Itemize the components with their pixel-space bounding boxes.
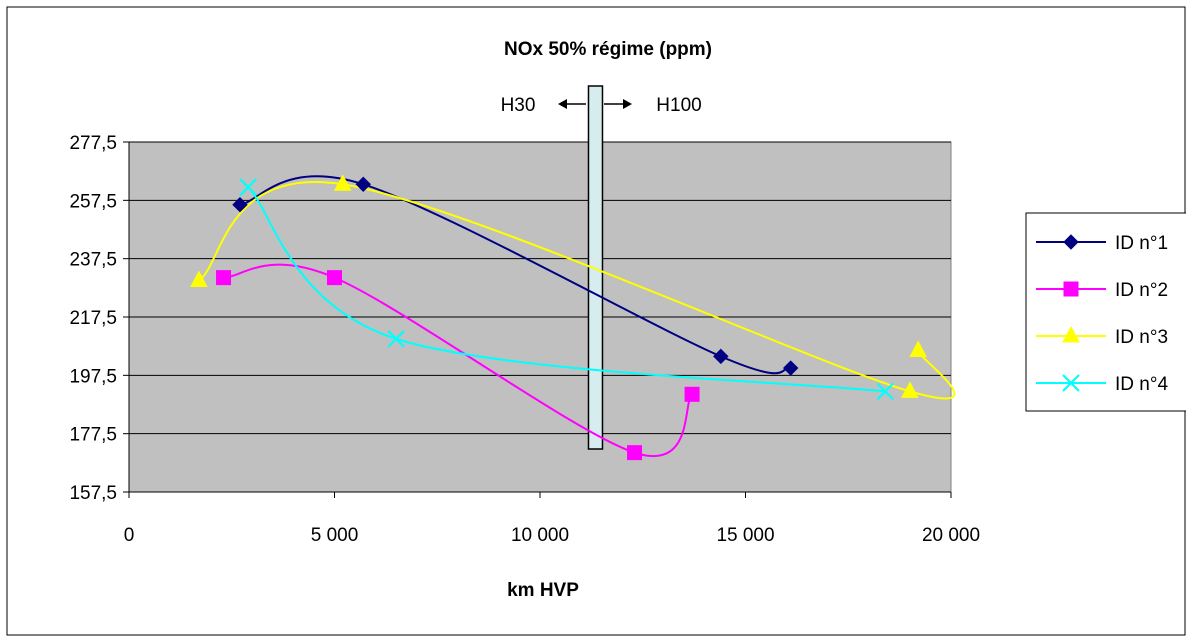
legend-label: ID n°4	[1115, 374, 1168, 395]
data-point-series-3	[190, 270, 208, 288]
x-axis-label: km HVP	[507, 580, 579, 601]
plot-area	[128, 85, 956, 493]
y-tick-label: 197,5	[69, 366, 117, 387]
data-point-series-4	[387, 330, 405, 348]
legend-swatch-marker	[1063, 281, 1079, 297]
h100-label: H100	[656, 95, 701, 116]
divider-bar	[587, 85, 604, 450]
data-point-series-3	[901, 381, 919, 398]
y-axis-ticks: 157,5 177,5 197,5 217,5 237,5 257,5 277,5	[69, 133, 129, 504]
y-tick-label: 157,5	[69, 483, 117, 504]
series-line-3	[198, 181, 956, 400]
y-tick-label: 257,5	[69, 191, 117, 212]
data-point-series-3	[333, 174, 352, 191]
data-point-series-1	[232, 197, 248, 213]
x-tick-label: 20 000	[922, 525, 980, 546]
data-point-series-1	[355, 176, 371, 192]
series-line-4	[247, 186, 886, 393]
gridlines	[129, 141, 951, 435]
data-point-series-4	[876, 382, 895, 401]
legend-label: ID n°1	[1115, 233, 1168, 254]
data-point-series-4	[239, 178, 257, 196]
y-tick-label: 277,5	[69, 133, 117, 154]
x-axis-ticks: 0 5 000 10 000 15 000 20 000	[124, 492, 980, 546]
x-tick-label: 5 000	[311, 525, 359, 546]
chart-title: NOx 50% régime (ppm)	[504, 39, 712, 60]
data-point-series-3	[909, 340, 927, 358]
data-point-series-1	[783, 360, 799, 376]
x-tick-label: 0	[124, 525, 135, 546]
data-point-series-2	[684, 386, 700, 402]
x-tick-label: 10 000	[511, 525, 569, 546]
series-markers	[190, 174, 927, 461]
y-tick-label: 217,5	[69, 308, 117, 329]
data-point-series-2	[216, 270, 232, 286]
legend-swatch-marker	[1063, 234, 1079, 250]
data-point-series-2	[627, 445, 643, 461]
legend-label: ID n°2	[1115, 280, 1168, 301]
x-tick-label: 15 000	[716, 525, 774, 546]
series-line-1	[239, 175, 791, 375]
annotation-h30: H30	[501, 95, 586, 116]
legend-box	[1025, 212, 1186, 412]
series-lines	[198, 175, 956, 457]
h30-arrow-icon	[558, 99, 567, 109]
h30-label: H30	[501, 95, 536, 116]
legend-swatch-marker	[1062, 325, 1080, 343]
annotation-h100: H100	[604, 95, 702, 116]
y-tick-label: 177,5	[69, 425, 117, 446]
data-point-series-1	[713, 348, 729, 365]
legend-swatch-marker	[1062, 374, 1080, 392]
legend: ID n°1 ID n°2 ID n°3 ID n°4	[1025, 212, 1186, 412]
h100-arrow-icon	[623, 99, 632, 109]
series-line-2	[223, 263, 693, 457]
data-point-series-2	[327, 270, 342, 286]
legend-label: ID n°3	[1115, 327, 1168, 348]
h30-h100-divider	[587, 85, 604, 450]
y-tick-label: 237,5	[69, 250, 117, 271]
